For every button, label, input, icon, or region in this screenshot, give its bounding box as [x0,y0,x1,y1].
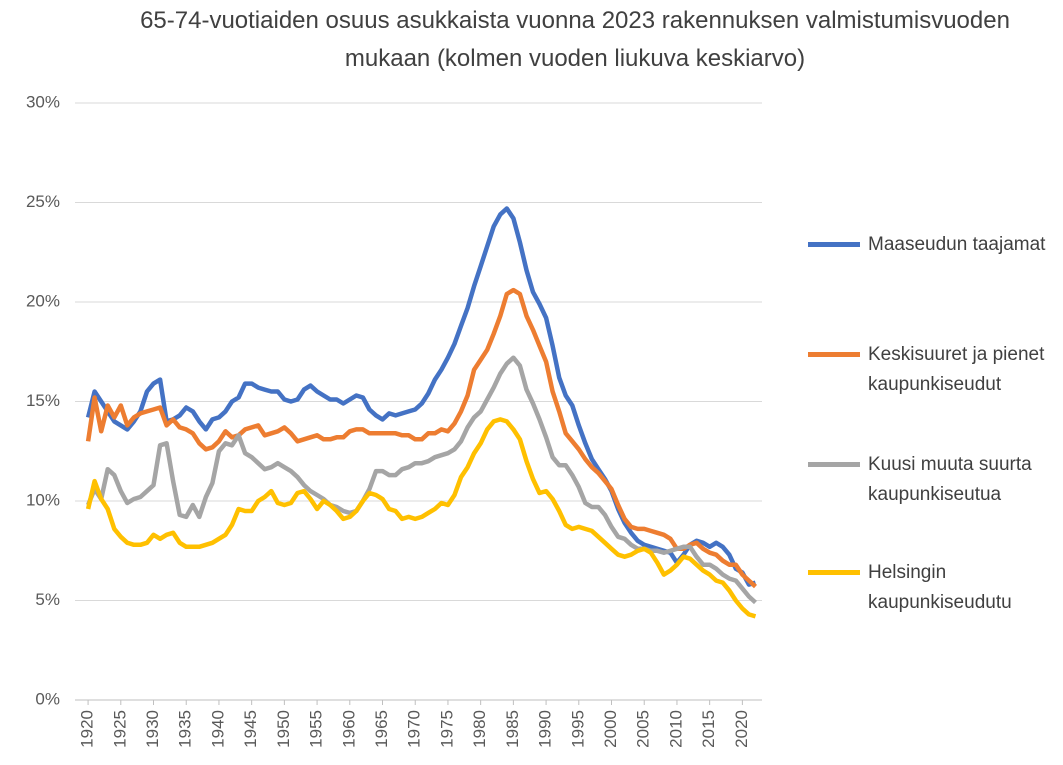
legend-label: Keskisuuret ja pienet kaupunkiseudut [868,344,1045,395]
x-tick-label: 1975 [437,710,456,748]
legend-label: Kuusi muuta suurta kaupunkiseutua [868,454,1032,505]
x-tick-label: 2010 [666,710,685,748]
y-tick-label: 15% [26,391,60,410]
x-tick-label: 1995 [568,710,587,748]
y-tick-label: 25% [26,192,60,211]
y-tick-label: 10% [26,490,60,509]
x-tick-label: 2000 [601,710,620,748]
chart-title: 65-74-vuotiaiden osuus asukkaista vuonna… [140,7,1010,72]
x-tick-label: 2005 [634,710,653,748]
x-tick-label: 1955 [307,710,326,748]
x-tick-label: 1930 [143,710,162,748]
x-tick-label: 1935 [176,710,195,748]
legend-label: Maaseudun taajamat [868,234,1046,255]
x-tick-label: 2020 [732,710,751,748]
series-line [85,206,757,587]
legend-item: Helsingin kaupunkiseudutu [808,558,1058,618]
legend-item: Kuusi muuta suurta kaupunkiseutua [808,450,1058,510]
x-tick-label: 1940 [208,710,227,748]
y-tick-label: 20% [26,291,60,310]
x-tick-label: 1985 [503,710,522,748]
x-tick-label: 1950 [274,710,293,748]
x-tick-label: 1970 [405,710,424,748]
x-tick-label: 1925 [110,710,129,748]
legend-swatch [808,352,860,357]
y-tick-label: 30% [26,92,60,111]
series-line [86,355,758,605]
series-line [85,417,757,619]
x-tick-label: 2015 [699,710,718,748]
legend-swatch [808,462,860,467]
legend-swatch [808,570,860,575]
legend-label: Helsingin kaupunkiseudutu [868,562,1012,613]
x-tick-label: 1920 [78,710,97,748]
y-tick-label: 0% [35,689,60,708]
legend-item: Maaseudun taajamat [808,230,1058,260]
x-tick-label: 1980 [470,710,489,748]
series-line [85,287,758,589]
legend-item: Keskisuuret ja pienet kaupunkiseudut [808,340,1058,400]
y-tick-label: 5% [35,590,60,609]
x-tick-label: 1945 [241,710,260,748]
x-tick-label: 1990 [536,710,555,748]
legend-swatch [808,242,860,247]
x-tick-label: 1960 [339,710,358,748]
legend: Maaseudun taajamat Keskisuuret ja pienet … [808,0,1063,765]
x-tick-label: 1965 [372,710,391,748]
